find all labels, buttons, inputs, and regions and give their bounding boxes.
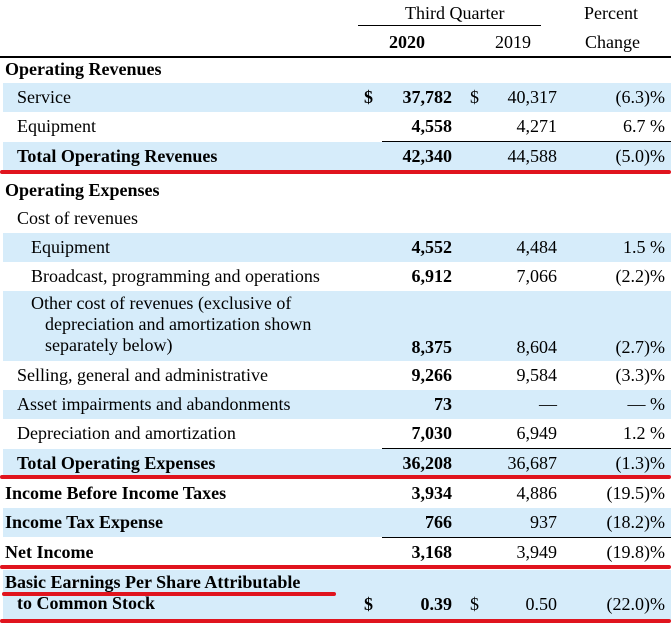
percent-change: (5.0)%	[615, 146, 665, 166]
table-row-total-operating-revenues: Total Operating Revenues 42,340 44,588 (…	[3, 142, 671, 170]
subsection-cost-of-revenues: Cost of revenues	[3, 204, 671, 233]
row-label: Net Income	[5, 542, 94, 562]
percent-change: 1.5 %	[623, 237, 665, 257]
row-label: Cost of revenues	[17, 208, 138, 228]
row-label-line-2: depreciation and amortization shown	[45, 314, 312, 334]
row-label-line-3: separately below)	[45, 335, 173, 355]
value-2020: 73	[434, 394, 452, 414]
percent-change: (2.2)%	[615, 266, 665, 286]
header-year-2019: 2019	[495, 32, 531, 52]
header-period: Third Quarter	[405, 3, 505, 23]
value-2020: 4,558	[411, 116, 453, 136]
table-row-net-income: Net Income 3,168 3,949 (19.8)%	[3, 538, 671, 566]
value-2019: 3,949	[516, 542, 558, 562]
value-2020: 4,552	[411, 237, 453, 257]
percent-change: (19.5)%	[606, 483, 665, 503]
value-2019: 44,588	[507, 146, 558, 166]
value-2020: 766	[425, 512, 452, 532]
row-label: Total Operating Expenses	[17, 453, 216, 473]
row-label: Income Tax Expense	[5, 512, 164, 532]
dollar-sign-2019: $	[470, 87, 479, 107]
dollar-sign-2020: $	[364, 594, 373, 614]
value-2019: 4,271	[516, 116, 558, 136]
row-label: Operating Expenses	[5, 180, 160, 200]
header-period-rule	[358, 25, 541, 26]
table-row-total-operating-expenses: Total Operating Expenses 36,208 36,687 (…	[3, 449, 671, 476]
row-label: Service	[17, 87, 71, 107]
header-rule	[0, 56, 671, 58]
value-2019: 937	[530, 512, 557, 532]
percent-change: (2.7)%	[615, 337, 665, 357]
header-change: Change	[585, 32, 640, 52]
table-row-income-tax-expense: Income Tax Expense 766 937 (18.2)%	[3, 508, 671, 537]
row-label: Broadcast, programming and operations	[31, 266, 320, 286]
value-2019: 4,886	[516, 483, 558, 503]
subtotal-rule-revenues	[382, 141, 671, 142]
value-2020: 3,934	[411, 483, 453, 503]
table-row-income-before-taxes: Income Before Income Taxes 3,934 4,886 (…	[3, 479, 671, 508]
header-year-2020: 2020	[389, 32, 425, 52]
percent-change: (6.3)%	[615, 87, 665, 107]
value-2019: 4,484	[516, 237, 558, 257]
percent-change: (19.8)%	[606, 542, 665, 562]
red-underline-revenues	[0, 170, 671, 174]
row-label: Equipment	[31, 237, 110, 257]
value-2020: 6,912	[411, 266, 453, 286]
percent-change: 6.7 %	[623, 116, 665, 136]
table-row-sga: Selling, general and administrative 9,26…	[3, 361, 671, 390]
value-2019: 40,317	[507, 87, 558, 107]
table-row-other-cost-of-revenues: Other cost of revenues (exclusive of dep…	[3, 291, 671, 361]
value-2019: 36,687	[507, 453, 558, 473]
red-underline-expenses	[0, 475, 671, 479]
subtotal-rule-expenses	[382, 448, 671, 449]
table-row-equipment-cost: Equipment 4,552 4,484 1.5 %	[3, 233, 671, 262]
table-row-broadcast: Broadcast, programming and operations 6,…	[3, 262, 671, 291]
percent-change: (18.2)%	[606, 512, 665, 532]
red-underline-eps-line-1	[2, 592, 336, 596]
percent-change: 1.2 %	[623, 423, 665, 443]
row-label: Selling, general and administrative	[17, 365, 268, 385]
value-2020: 3,168	[411, 542, 453, 562]
percent-change: (1.3)%	[615, 453, 665, 473]
value-2019: —	[539, 394, 557, 414]
value-2019: 9,584	[516, 365, 558, 385]
red-underline-eps-bottom	[0, 619, 671, 623]
dollar-sign-2020: $	[364, 87, 373, 107]
row-label-line-1: Basic Earnings Per Share Attributable	[5, 572, 301, 592]
row-label: Operating Revenues	[5, 59, 162, 79]
dollar-sign-2019: $	[470, 594, 479, 614]
row-label: Equipment	[17, 116, 96, 136]
table-row-equipment-revenue: Equipment 4,558 4,271 6.7 %	[3, 112, 671, 141]
value-2019: 6,949	[516, 423, 558, 443]
header-percent: Percent	[584, 3, 638, 23]
percent-change: (22.0)%	[606, 594, 665, 614]
table-row-asset-impairments: Asset impairments and abandonments 73 — …	[3, 390, 671, 419]
value-2020: 7,030	[411, 423, 453, 443]
value-2020: 37,782	[402, 87, 453, 107]
value-2020: 36,208	[402, 453, 453, 473]
value-2020: 42,340	[402, 146, 453, 166]
value-2020: 9,266	[411, 365, 453, 385]
row-label: Depreciation and amortization	[17, 423, 236, 443]
row-label: Asset impairments and abandonments	[17, 394, 291, 414]
value-2020: 8,375	[411, 337, 453, 357]
value-2019: 8,604	[516, 337, 558, 357]
section-operating-expenses: Operating Expenses	[3, 176, 671, 204]
table-row-depreciation: Depreciation and amortization 7,030 6,94…	[3, 419, 671, 448]
value-2019: 0.50	[525, 594, 558, 614]
percent-change: — %	[627, 394, 666, 414]
value-2020: 0.39	[420, 594, 453, 614]
row-label: Total Operating Revenues	[17, 146, 218, 166]
row-label: Income Before Income Taxes	[5, 483, 227, 503]
section-operating-revenues: Operating Revenues	[3, 55, 671, 83]
percent-change: (3.3)%	[615, 365, 665, 385]
row-label-line-1: Other cost of revenues (exclusive of	[31, 293, 292, 313]
subtotal-rule-net-income	[382, 537, 671, 538]
row-label-line-2: to Common Stock	[17, 593, 155, 613]
value-2019: 7,066	[516, 266, 558, 286]
table-row-service: Service $ 37,782 $ 40,317 (6.3)%	[3, 83, 671, 112]
red-underline-net-income	[0, 565, 671, 569]
